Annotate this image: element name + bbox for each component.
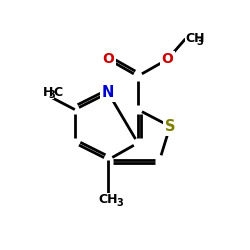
Text: H: H — [43, 86, 53, 99]
Text: C: C — [53, 86, 62, 99]
Text: O: O — [162, 52, 173, 66]
Text: CH: CH — [98, 193, 118, 206]
Text: N: N — [102, 85, 115, 100]
Text: 3: 3 — [48, 90, 55, 101]
Text: O: O — [102, 52, 114, 66]
Text: CH: CH — [186, 32, 205, 45]
Text: 3: 3 — [196, 37, 203, 47]
Text: S: S — [165, 119, 175, 134]
Text: 3: 3 — [116, 198, 123, 208]
